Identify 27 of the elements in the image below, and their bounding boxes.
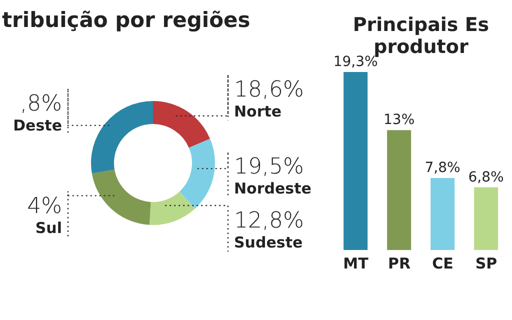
data-label: 18,6% [234,77,304,102]
donut-slice [153,101,210,148]
bar [474,187,498,250]
bar [430,178,455,250]
slice-label: Deste [13,116,62,134]
text: 4% [27,194,62,220]
chart-title: tribuição por regiões [2,8,250,32]
data-label: 13% [384,112,415,128]
slice-label: Nordeste [234,179,312,198]
data-label: 19,5% [234,154,304,180]
bar [344,72,368,250]
slice-label: Sul [35,219,62,238]
data-label: 7,8% [424,160,460,176]
donut-slice [91,101,153,174]
donut-slice [180,138,215,208]
x-tick-label: CE [432,254,454,273]
donut-slice [92,170,151,225]
x-tick-label: MT [343,254,370,273]
data-label: 6,8% [468,169,504,186]
donut-slice [149,192,196,225]
x-tick-label: PR [388,254,411,273]
x-tick-label: SP [475,254,498,273]
data-label: 12,8% [234,208,304,234]
slice-label: Sudeste [234,234,303,252]
bar [387,130,412,250]
slice-label: Norte [234,102,282,120]
text: ,8% [20,91,62,116]
